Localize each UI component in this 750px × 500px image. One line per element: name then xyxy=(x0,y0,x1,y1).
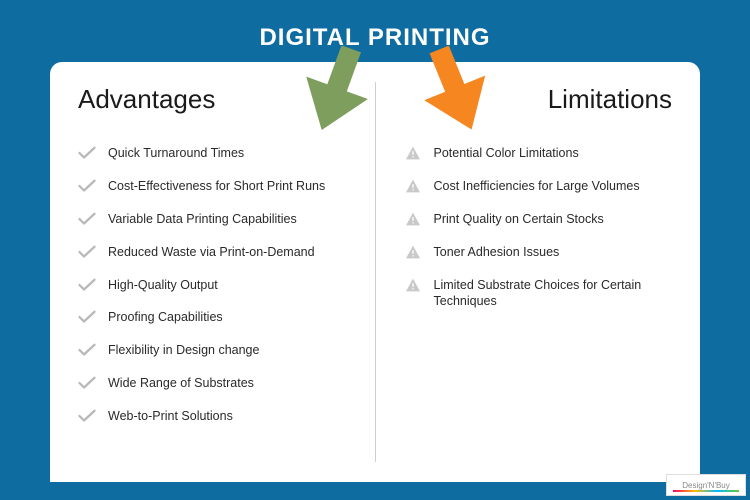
list-item-text: Web-to-Print Solutions xyxy=(108,408,338,425)
list-item: Cost Inefficiencies for Large Volumes xyxy=(404,178,673,195)
list-item: Reduced Waste via Print-on-Demand xyxy=(78,244,347,261)
check-icon xyxy=(78,409,96,423)
list-item-text: Cost-Effectiveness for Short Print Runs xyxy=(108,178,338,195)
list-item-text: Wide Range of Substrates xyxy=(108,375,338,392)
list-item: Print Quality on Certain Stocks xyxy=(404,211,673,228)
arrow-icon xyxy=(412,46,502,141)
list-item-text: Reduced Waste via Print-on-Demand xyxy=(108,244,338,261)
list-item-text: Cost Inefficiencies for Large Volumes xyxy=(434,178,664,195)
check-icon xyxy=(78,343,96,357)
list-item: Quick Turnaround Times xyxy=(78,145,347,162)
brand-logo-text: Design'N'Buy xyxy=(682,481,730,490)
warning-icon xyxy=(404,245,422,259)
limitations-list: Potential Color Limitations Cost Ineffic… xyxy=(404,145,673,310)
warning-icon xyxy=(404,212,422,226)
list-item-text: Print Quality on Certain Stocks xyxy=(434,211,664,228)
list-item: Toner Adhesion Issues xyxy=(404,244,673,261)
advantages-list: Quick Turnaround Times Cost-Effectivenes… xyxy=(78,145,347,425)
check-icon xyxy=(78,146,96,160)
check-icon xyxy=(78,376,96,390)
comparison-card: Advantages Quick Turnaround Times Cost-E… xyxy=(50,62,700,482)
list-item: Flexibility in Design change xyxy=(78,342,347,359)
check-icon xyxy=(78,310,96,324)
list-item: Limited Substrate Choices for Certain Te… xyxy=(404,277,673,311)
list-item-text: Flexibility in Design change xyxy=(108,342,338,359)
list-item: Wide Range of Substrates xyxy=(78,375,347,392)
down-arrow-advantages xyxy=(290,46,380,141)
list-item-text: Toner Adhesion Issues xyxy=(434,244,664,261)
list-item: Web-to-Print Solutions xyxy=(78,408,347,425)
check-icon xyxy=(78,278,96,292)
list-item-text: High-Quality Output xyxy=(108,277,338,294)
list-item: Proofing Capabilities xyxy=(78,309,347,326)
down-arrow-limitations xyxy=(412,46,502,141)
arrow-icon xyxy=(291,46,380,141)
list-item-text: Variable Data Printing Capabilities xyxy=(108,211,338,228)
list-item-text: Proofing Capabilities xyxy=(108,309,338,326)
check-icon xyxy=(78,245,96,259)
list-item: Variable Data Printing Capabilities xyxy=(78,211,347,228)
brand-logo: Design'N'Buy xyxy=(666,474,746,496)
list-item: High-Quality Output xyxy=(78,277,347,294)
warning-icon xyxy=(404,146,422,160)
check-icon xyxy=(78,212,96,226)
list-item: Cost-Effectiveness for Short Print Runs xyxy=(78,178,347,195)
list-item-text: Limited Substrate Choices for Certain Te… xyxy=(434,277,664,311)
list-item: Potential Color Limitations xyxy=(404,145,673,162)
background: DIGITAL PRINTING Advantages Quick Turnar… xyxy=(0,0,750,500)
list-item-text: Potential Color Limitations xyxy=(434,145,664,162)
warning-icon xyxy=(404,278,422,292)
warning-icon xyxy=(404,179,422,193)
list-item-text: Quick Turnaround Times xyxy=(108,145,338,162)
check-icon xyxy=(78,179,96,193)
brand-logo-bar xyxy=(673,490,739,492)
